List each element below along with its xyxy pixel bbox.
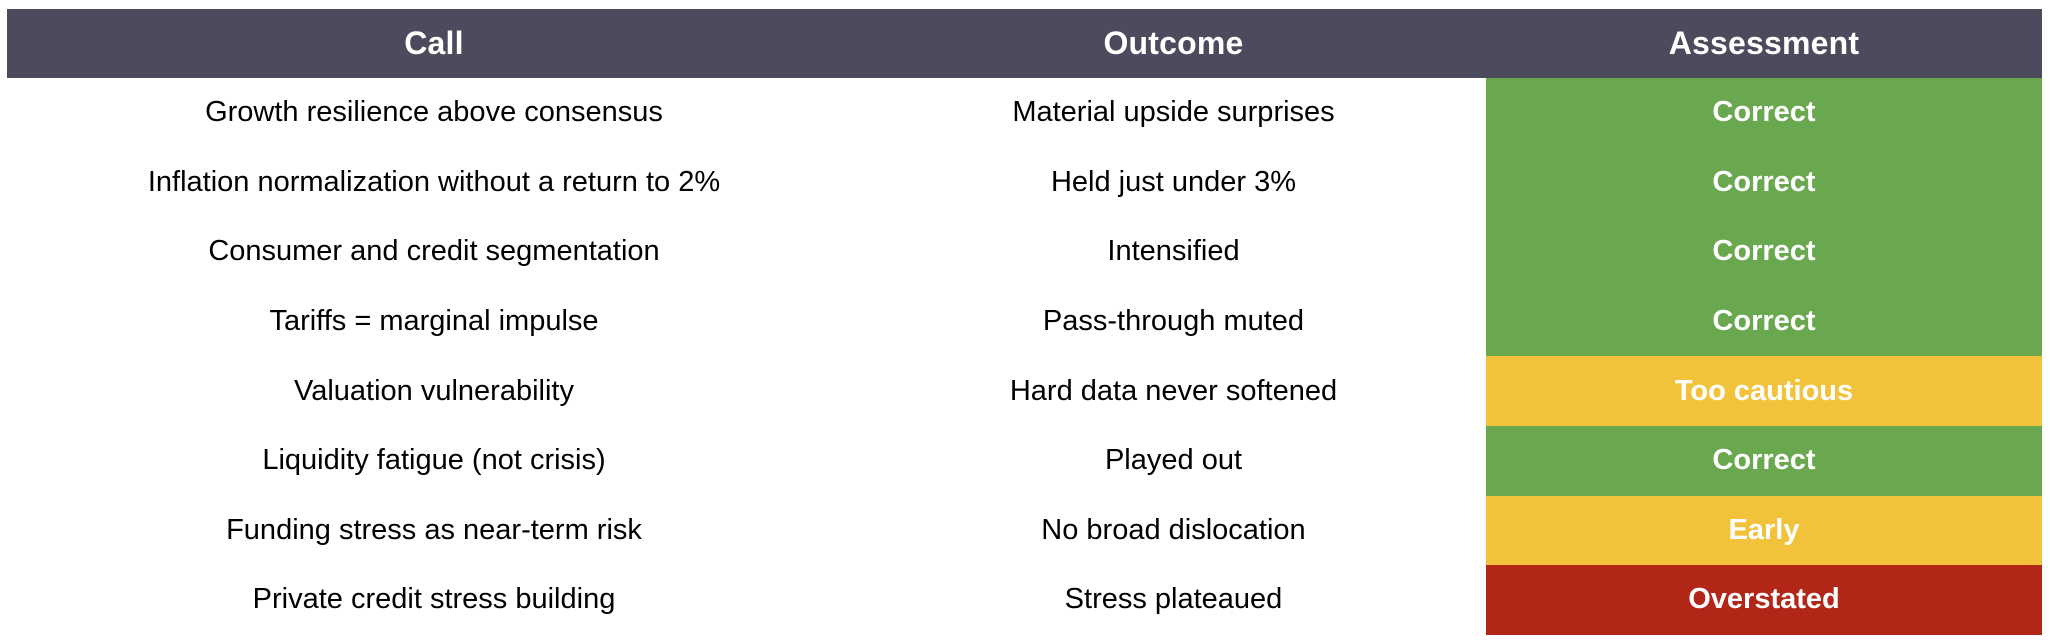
outcome-cell: Intensified	[861, 217, 1486, 287]
outcome-cell: Material upside surprises	[861, 78, 1486, 148]
assessment-badge: Correct	[1486, 425, 2042, 496]
calls-assessment-table: Call Outcome Assessment Growth resilienc…	[7, 9, 2042, 635]
outcome-cell: Hard data never softened	[861, 356, 1486, 426]
header-cell-outcome: Outcome	[861, 9, 1486, 78]
assessment-badge: Correct	[1486, 147, 2042, 218]
call-cell: Tariffs = marginal impulse	[7, 286, 861, 357]
outcome-cell: Played out	[861, 425, 1486, 496]
call-cell: Valuation vulnerability	[7, 356, 861, 426]
outcome-cell: Pass-through muted	[861, 286, 1486, 357]
assessment-badge: Overstated	[1486, 565, 2042, 635]
call-cell: Private credit stress building	[7, 565, 861, 635]
assessment-badge: Correct	[1486, 217, 2042, 287]
outcome-cell: No broad dislocation	[861, 495, 1486, 566]
outcome-cell: Stress plateaued	[861, 565, 1486, 635]
header-cell-call: Call	[7, 9, 861, 78]
assessment-badge: Too cautious	[1486, 356, 2042, 426]
assessment-badge: Correct	[1486, 78, 2042, 148]
call-cell: Inflation normalization without a return…	[7, 147, 861, 218]
header-cell-assessment: Assessment	[1486, 9, 2042, 78]
call-cell: Liquidity fatigue (not crisis)	[7, 425, 861, 496]
outcome-cell: Held just under 3%	[861, 147, 1486, 218]
call-cell: Consumer and credit segmentation	[7, 217, 861, 287]
call-cell: Funding stress as near-term risk	[7, 495, 861, 566]
assessment-badge: Correct	[1486, 286, 2042, 357]
call-cell: Growth resilience above consensus	[7, 78, 861, 148]
assessment-badge: Early	[1486, 495, 2042, 566]
